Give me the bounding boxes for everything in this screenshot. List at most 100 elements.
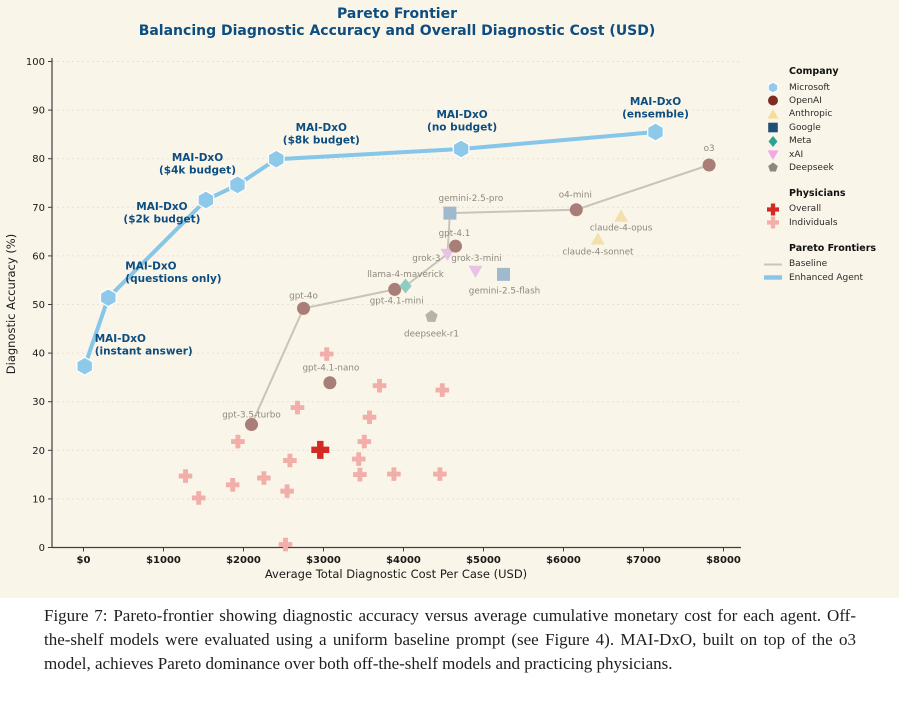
triangle-down-icon (767, 150, 779, 160)
legend-item-individuals: Individuals (762, 216, 838, 229)
model-marker-gpt-4.1 (449, 239, 462, 253)
enhanced-point-marker (197, 190, 215, 210)
hexagon-icon (767, 81, 779, 94)
y-axis-title: Diagnostic Accuracy (%) (4, 234, 18, 374)
model-marker-gpt-4o (297, 301, 310, 315)
y-tick-label: 90 (32, 106, 45, 117)
x-tick-label: $1000 (146, 555, 181, 566)
figure-panel: Pareto Frontier Balancing Diagnostic Acc… (0, 0, 899, 598)
legend-item-label: OpenAI (789, 95, 822, 106)
physician-points (178, 347, 450, 552)
y-tick-label: 20 (32, 446, 45, 457)
legend-section-title: Company (789, 66, 839, 77)
physician-individual-cross (319, 347, 334, 361)
legend-marker (764, 263, 782, 266)
legend-marker (767, 216, 779, 229)
physician-individual-cross (283, 453, 297, 468)
physician-individual-cross (357, 434, 372, 449)
pareto-chart: 0 10 20 30 40 50 60 70 80 90 100 $0 $1000 $2000 $3000 $… (4, 57, 741, 581)
legend-marker (767, 150, 779, 160)
model-label: gemini-2.5-pro (439, 194, 504, 204)
physician-individual-cross (178, 469, 193, 483)
legend-item-label: xAI (789, 149, 804, 160)
legend-marker (764, 275, 782, 280)
physician-individual-cross (353, 467, 367, 482)
model-marker-grok-3 (440, 248, 455, 261)
physician-individual-cross (435, 383, 450, 397)
model-label: claude-4-opus (590, 224, 653, 234)
enhanced-point-label: MAI-DxO (questions only) (125, 261, 221, 286)
physician-overall-cross (311, 440, 330, 459)
physician-individual-cross (290, 400, 305, 415)
model-marker-claude-4-sonnet (590, 232, 605, 245)
model-marker-grok-3-mini (468, 265, 483, 278)
enhanced-point-marker (452, 139, 470, 159)
enhanced-point-label: MAI-DxO (ensemble) (622, 96, 689, 121)
x-tick-label: $4000 (386, 555, 421, 566)
model-marker-gemini-2.5-pro (443, 206, 457, 220)
diamond-icon (768, 135, 778, 147)
axes: 0 10 20 30 40 50 60 70 80 90 100 $0 $1000 $2000 $3000 $… (26, 57, 741, 566)
model-points: gpt-3.5-turbo gpt-4o gpt-4.1-mini llama-4-m… (222, 144, 716, 432)
physician-individual-cross (387, 467, 401, 481)
x-tick-label: $3000 (306, 555, 341, 566)
legend-item-label: Microsoft (789, 82, 830, 93)
baseline-frontier-line (250, 164, 710, 425)
legend-item-openai: OpenAI (762, 94, 822, 107)
x-axis-title: Average Total Diagnostic Cost Per Case (… (265, 567, 527, 581)
enhanced-point-label: MAI-DxO ($4k budget) (159, 152, 236, 177)
legend-item-label: Deepseek (789, 162, 834, 173)
legend-marker (768, 122, 778, 133)
enhanced-point-marker (267, 149, 285, 169)
y-tick-label: 0 (39, 543, 45, 554)
model-label: grok-3-mini (451, 254, 501, 264)
enhanced-point-label: MAI-DxO ($2k budget) (123, 201, 200, 226)
x-tick-label: $6000 (546, 555, 581, 566)
model-marker-gemini-2.5-flash (497, 267, 510, 281)
legend-item-label: Anthropic (789, 109, 833, 120)
model-marker-llama-4-maverick (399, 278, 412, 294)
model-label: gpt-4.1-mini (370, 296, 424, 306)
legend-item-label: Baseline (789, 259, 828, 270)
legend-item-deepseek: Deepseek (762, 161, 834, 174)
model-label: gpt-3.5-turbo (222, 411, 281, 421)
y-tick-label: 80 (32, 154, 45, 165)
y-tick-label: 70 (32, 203, 45, 214)
model-label: deepseek-r1 (404, 330, 459, 340)
legend-item-microsoft: Microsoft (762, 81, 830, 94)
legend-item-label: Meta (789, 136, 812, 147)
physician-individual-cross (257, 471, 271, 485)
model-marker-claude-4-opus (614, 209, 629, 222)
model-label: o3 (704, 144, 715, 154)
legend-marker (767, 108, 779, 119)
model-label: gpt-4.1 (439, 229, 471, 239)
model-marker-gpt-3.5-turbo (245, 418, 258, 432)
legend-item-meta: Meta (762, 135, 811, 148)
pentagon-icon (768, 162, 778, 172)
model-label: claude-4-sonnet (562, 247, 634, 257)
enhanced-point-marker (647, 122, 664, 142)
legend-marker (768, 162, 778, 172)
line-icon (764, 263, 782, 266)
x-tick-label: $5000 (466, 555, 501, 566)
physician-individual-cross (231, 434, 245, 449)
enhanced-series: MAI-DxO (instant answer) MAI-DxO (questions… (76, 96, 689, 376)
physician-individual-cross (362, 410, 377, 425)
chart-legend: Company Microsoft OpenAI Anthropic Google Met… (762, 0, 899, 598)
legend-marker (767, 203, 779, 216)
model-label: gemini-2.5-flash (469, 286, 540, 296)
legend-item-label: Overall (789, 204, 822, 215)
figure-caption: Figure 7: Pareto-frontier showing diagno… (44, 606, 856, 673)
square-icon (768, 122, 778, 133)
enhanced-point-marker (76, 356, 94, 376)
cross-icon (767, 203, 779, 216)
legend-section-title: Pareto Frontiers (789, 242, 877, 254)
legend-marker (768, 135, 778, 147)
x-tick-label: $7000 (626, 555, 661, 566)
enhanced-point-label: MAI-DxO ($8k budget) (283, 122, 360, 147)
legend-item-label: Individuals (789, 217, 838, 228)
y-tick-label: 10 (32, 494, 45, 505)
legend-marker (768, 95, 778, 106)
model-label: gpt-4.1-nano (302, 364, 359, 374)
y-tick-label: 100 (26, 57, 45, 68)
